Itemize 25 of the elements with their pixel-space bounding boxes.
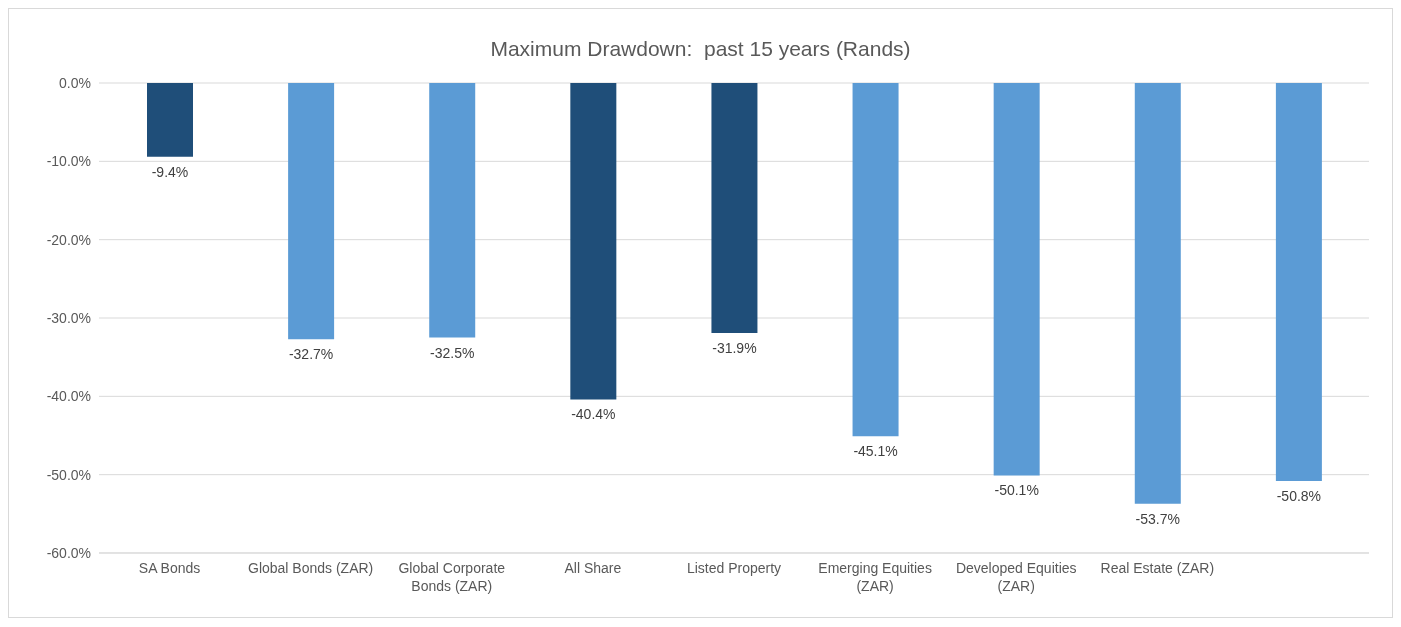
y-tick-label: -40.0% (46, 388, 91, 405)
y-tick-label: 0.0% (59, 74, 91, 91)
data-label: -53.7% (1135, 510, 1180, 527)
x-tick-label: Emerging Equities (ZAR) (818, 560, 932, 594)
data-label: -50.1% (994, 482, 1039, 499)
y-tick-label: -60.0% (46, 544, 91, 561)
data-label: -9.4% (151, 163, 189, 180)
data-label: -45.1% (853, 443, 898, 460)
data-label: -32.7% (288, 346, 334, 363)
x-tick-label: Listed Property (686, 560, 782, 576)
x-tick-label: Global Bonds (ZAR) (248, 560, 374, 576)
data-label: -40.4% (571, 406, 616, 423)
y-tick-label: -50.0% (46, 466, 91, 483)
y-tick-label: -30.0% (46, 309, 91, 326)
data-label: -50.8% (1276, 487, 1322, 504)
data-label: -32.5% (430, 344, 475, 361)
y-tick-label: -10.0% (46, 153, 91, 170)
y-tick-label: -20.0% (46, 231, 91, 248)
x-tick-label: Developed Equities (ZAR) (955, 560, 1077, 594)
x-tick-label: All Share (564, 560, 622, 576)
x-tick-label: SA Bonds (138, 560, 201, 576)
chart-title: Maximum Drawdown: past 15 years (Rands) (489, 36, 912, 62)
x-tick-label: Real Estate (ZAR) (1100, 560, 1215, 576)
x-tick-label: Global Corporate Bonds (ZAR) (398, 560, 506, 594)
data-label: -31.9% (712, 339, 757, 356)
